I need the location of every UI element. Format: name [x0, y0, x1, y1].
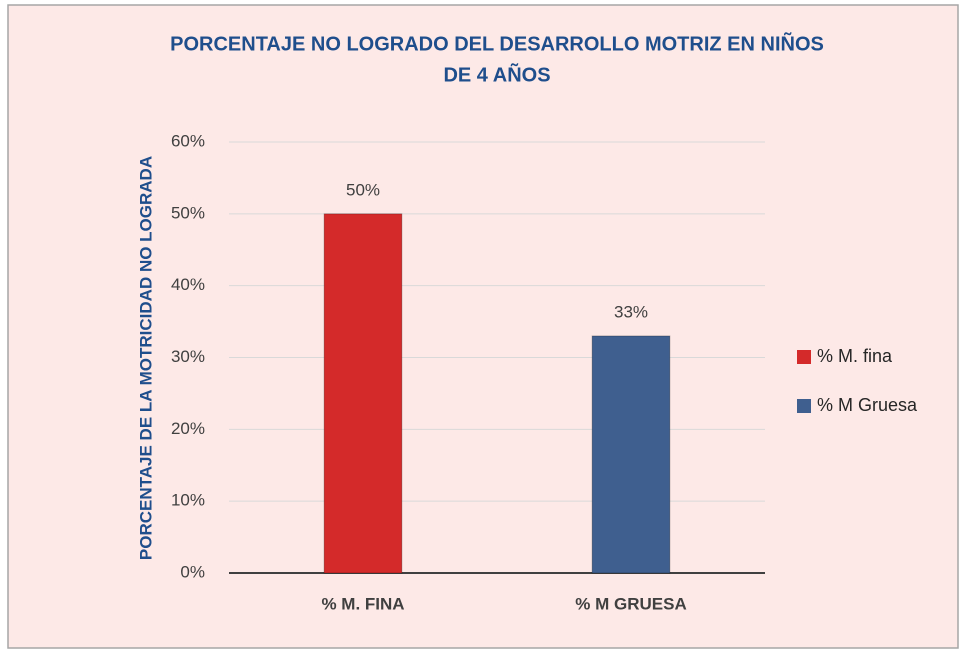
- chart-subtitle: DE 4 AÑOS: [443, 63, 550, 86]
- chart-background: [7, 4, 959, 649]
- bar: [323, 213, 403, 574]
- x-tick-label: % M GRUESA: [575, 594, 686, 613]
- legend-swatch: [797, 399, 811, 413]
- y-tick-label: 30%: [171, 347, 205, 366]
- legend-label: % M. fina: [817, 346, 893, 366]
- y-tick-label: 10%: [171, 491, 205, 510]
- data-label: 50%: [346, 180, 380, 199]
- legend-swatch: [797, 350, 811, 364]
- bar: [591, 335, 671, 574]
- y-tick-label: 0%: [180, 562, 205, 581]
- legend-label: % M Gruesa: [817, 395, 918, 415]
- y-axis-title: PORCENTAJE DE LA MOTRICIDAD NO LOGRADA: [136, 156, 155, 560]
- y-tick-label: 40%: [171, 275, 205, 294]
- y-tick-label: 20%: [171, 419, 205, 438]
- data-label: 33%: [614, 302, 648, 321]
- chart-title: PORCENTAJE NO LOGRADO DEL DESARROLLO MOT…: [170, 32, 824, 55]
- y-tick-label: 60%: [171, 131, 205, 150]
- x-tick-label: % M. FINA: [321, 594, 404, 613]
- y-tick-label: 50%: [171, 203, 205, 222]
